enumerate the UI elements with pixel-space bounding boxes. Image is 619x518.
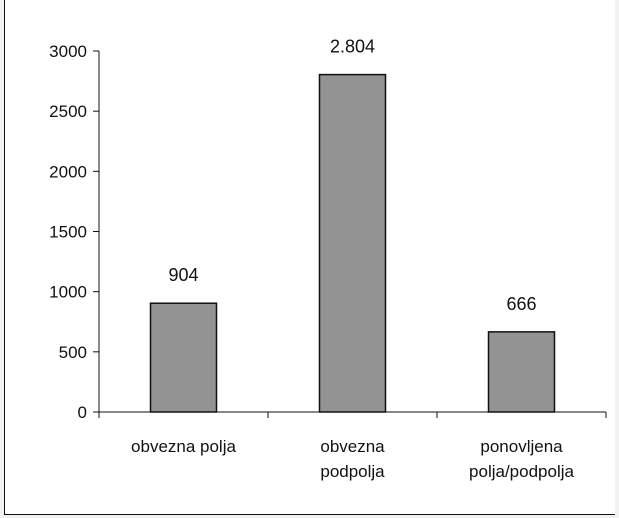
bar — [318, 73, 387, 413]
chart-frame: 0 500 1000 1500 2000 2500 3000 904 obvezna polja… — [4, 0, 615, 515]
y-tick-label: 1500 — [49, 223, 87, 242]
bar — [149, 302, 218, 413]
y-tick-label: 3000 — [49, 42, 87, 61]
bars — [149, 73, 556, 413]
category-label: polja/podpolja — [469, 462, 574, 481]
labels: 0 500 1000 1500 2000 2500 3000 904 obvezna polja… — [49, 37, 574, 481]
data-label: 2.804 — [330, 37, 375, 57]
bar — [487, 331, 556, 413]
data-label: 666 — [506, 294, 536, 314]
category-label: ponovljena — [480, 437, 563, 456]
category-label: podpolja — [320, 462, 385, 481]
y-tick-label: 500 — [59, 343, 87, 362]
y-tick-label: 2500 — [49, 102, 87, 121]
category-label: obvezna polja — [131, 437, 236, 456]
data-label: 904 — [168, 265, 198, 285]
category-label: obvezna — [320, 437, 385, 456]
y-tick-label: 1000 — [49, 283, 87, 302]
bar-chart: 0 500 1000 1500 2000 2500 3000 904 obvezna polja… — [49, 37, 607, 481]
y-tick-label: 0 — [78, 403, 87, 422]
y-tick-label: 2000 — [49, 162, 87, 181]
